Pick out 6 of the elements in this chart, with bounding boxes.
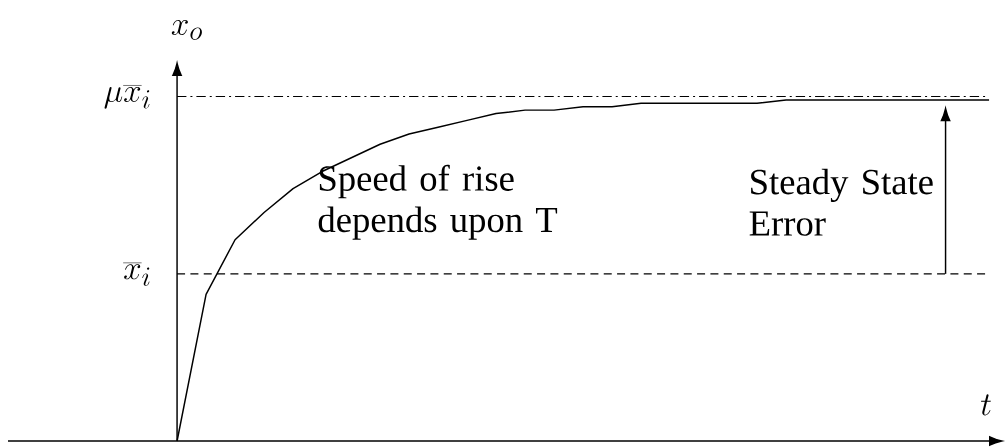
annotation: Speed of rise depends upon T (318, 164, 558, 240)
ref-line-label: $\mu\overline{x}_i$ (104, 85, 150, 109)
ref-line-label: $\overline{x}_i$ (123, 262, 150, 286)
y-axis-title: $x_o$ (171, 20, 202, 40)
annotation: Steady State Error (749, 168, 933, 236)
x-axis-title: $t$ (981, 394, 991, 416)
